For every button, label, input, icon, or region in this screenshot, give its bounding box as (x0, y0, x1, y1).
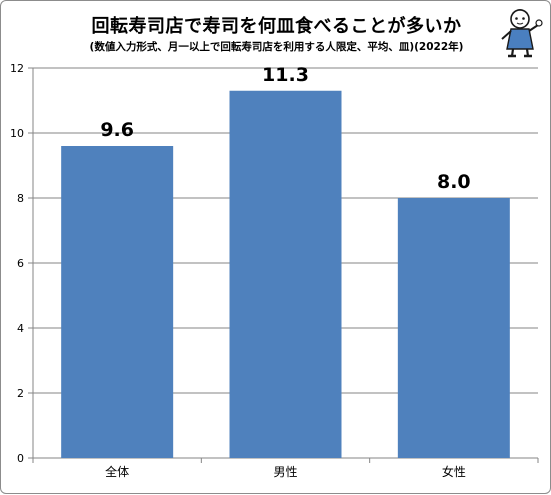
x-tick-label: 全体 (105, 464, 129, 479)
data-label: 9.6 (100, 119, 134, 141)
mascot-character-icon (501, 9, 543, 58)
y-tick-label: 6 (17, 257, 24, 270)
y-tick-label: 8 (17, 192, 24, 205)
y-tick-label: 2 (17, 387, 24, 400)
y-tick-label: 4 (17, 322, 24, 335)
y-tick-label: 12 (10, 62, 24, 75)
y-tick-label: 0 (17, 452, 24, 465)
data-label: 11.3 (262, 64, 309, 86)
bar (229, 90, 342, 458)
chart-title: 回転寿司店で寿司を何皿食べることが多いか (91, 16, 462, 37)
bar (397, 198, 510, 458)
data-label: 8.0 (437, 171, 471, 193)
y-tick-label: 10 (10, 127, 24, 140)
chart-subtitle: (数値入力形式、月一以上で回転寿司店を利用する人限定、平均、皿)(2022年) (89, 41, 464, 53)
bar (61, 146, 174, 458)
x-tick-label: 男性 (273, 465, 297, 479)
x-tick-label: 女性 (442, 464, 466, 479)
